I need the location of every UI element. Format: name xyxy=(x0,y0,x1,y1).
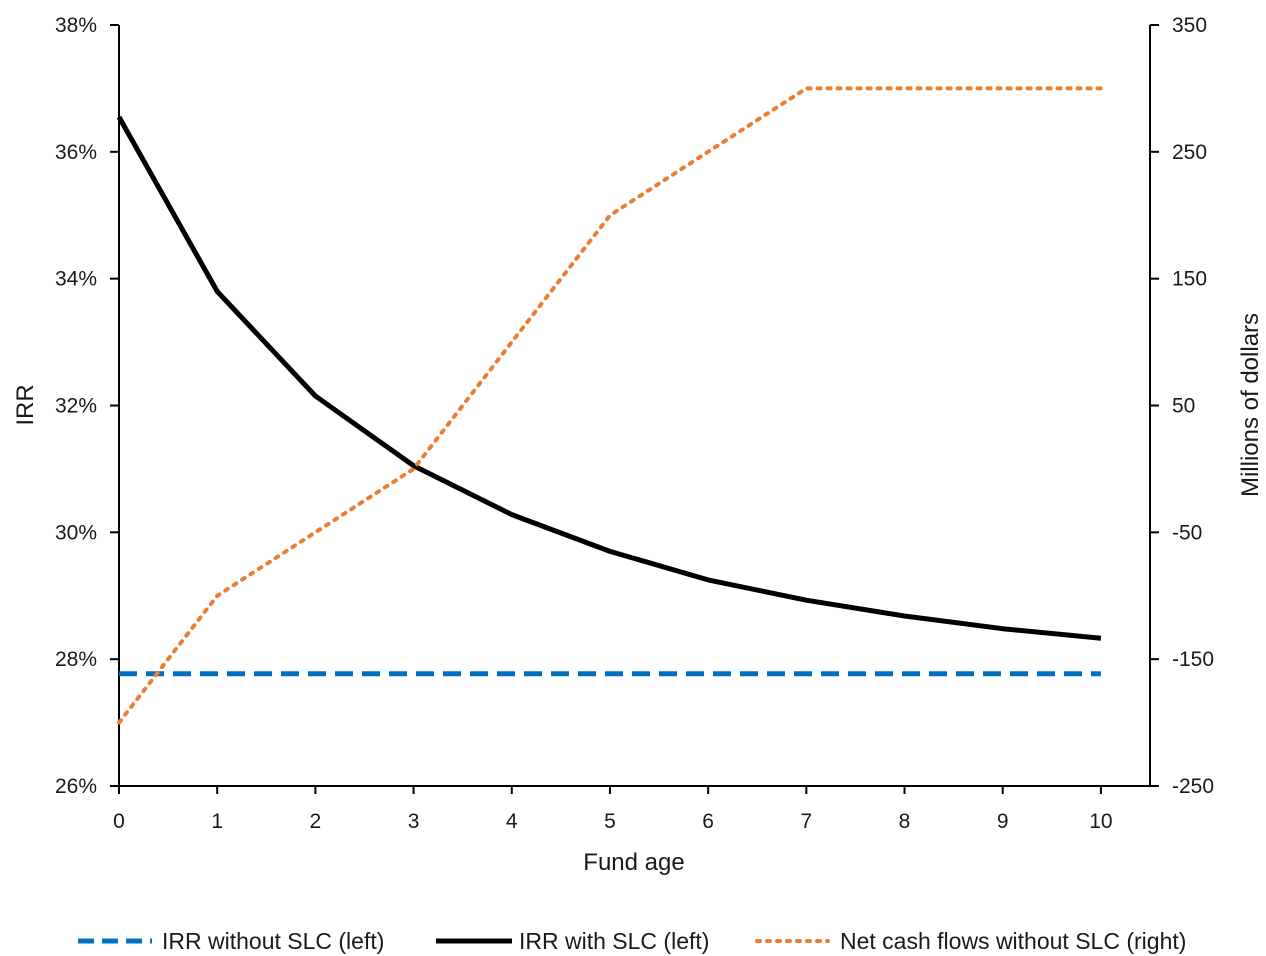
y-right-tick-label: 150 xyxy=(1172,268,1207,291)
y-left-tick-label: 36% xyxy=(55,141,97,164)
y-right-tick-label: -250 xyxy=(1172,775,1214,798)
x-tick-label: 3 xyxy=(408,810,420,833)
x-tick-label: 10 xyxy=(1089,810,1112,833)
x-tick-label: 0 xyxy=(113,810,125,833)
y-left-tick-label: 34% xyxy=(55,268,97,291)
series-layer xyxy=(116,86,1103,725)
x-tick-label: 6 xyxy=(702,810,714,833)
x-tick-label: 2 xyxy=(310,810,322,833)
legend-label: IRR without SLC (left) xyxy=(162,928,384,954)
y-right-tick-label: 50 xyxy=(1172,395,1195,418)
x-tick-label: 9 xyxy=(997,810,1009,833)
y-right-tick-label: -50 xyxy=(1172,521,1202,544)
legend-label: Net cash flows without SLC (right) xyxy=(840,928,1186,954)
y-axis-left-title: IRR xyxy=(12,384,39,425)
y-left-tick-label: 26% xyxy=(55,775,97,798)
y-left-tick-label: 38% xyxy=(55,14,97,37)
y-right-tick-label: 350 xyxy=(1172,14,1207,37)
x-tick-label: 4 xyxy=(506,810,518,833)
x-tick-label: 5 xyxy=(604,810,616,833)
y-left-tick-label: 30% xyxy=(55,521,97,544)
x-tick-label: 8 xyxy=(899,810,911,833)
series-net-cash-flows-line xyxy=(117,86,1103,725)
legend: IRR without SLC (left) IRR with SLC (lef… xyxy=(78,928,1186,954)
y-axis-right-title: Millions of dollars xyxy=(1237,313,1264,497)
legend-item-net-cash-flows: Net cash flows without SLC (right) xyxy=(755,928,1186,954)
y-left-tick-label: 32% xyxy=(55,395,97,418)
x-axis-title: Fund age xyxy=(583,849,684,876)
legend-label: IRR with SLC (left) xyxy=(519,928,709,954)
axes: 26%28%30%32%34%36%38%-250-150-5050150250… xyxy=(55,14,1214,833)
x-tick-label: 7 xyxy=(800,810,812,833)
legend-item-irr-with-slc: IRR with SLC (left) xyxy=(436,928,709,954)
y-left-tick-label: 28% xyxy=(55,648,97,671)
y-right-tick-label: 250 xyxy=(1172,141,1207,164)
series-irr-with-slc-line xyxy=(116,115,1102,641)
y-right-tick-label: -150 xyxy=(1172,648,1214,671)
legend-item-irr-without-slc: IRR without SLC (left) xyxy=(78,928,384,954)
x-tick-label: 1 xyxy=(211,810,223,833)
